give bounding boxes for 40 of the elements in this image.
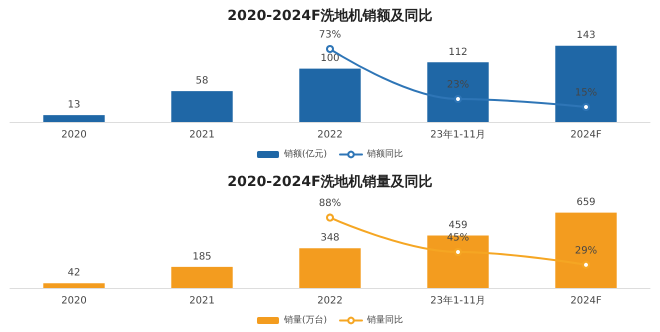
data-label: 42 — [68, 268, 80, 279]
bar — [299, 248, 361, 288]
x-tick-label: 23年1-11月 — [430, 294, 486, 306]
data-label: 13 — [68, 100, 80, 111]
data-label: 58 — [196, 76, 208, 87]
legend-label: 销额(亿元) — [282, 148, 328, 160]
bar — [171, 91, 233, 122]
x-tick-label: 23年1-11月 — [430, 128, 486, 140]
bar — [299, 68, 361, 122]
data-label: 88% — [318, 198, 342, 210]
x-tick-label: 2022 — [317, 296, 343, 306]
x-tick-label: 2020 — [61, 296, 87, 306]
data-label: 45% — [446, 232, 470, 244]
data-label: 112 — [448, 46, 468, 58]
x-tick-label: 2024F — [570, 296, 602, 306]
chart-title: 2020-2024F洗地机销额及同比 — [227, 7, 433, 24]
data-label: 143 — [576, 30, 596, 42]
legend-label: 销量同比 — [366, 314, 404, 326]
x-tick-label: 2021 — [189, 130, 215, 140]
data-label: 100 — [320, 53, 340, 64]
data-label: 348 — [320, 232, 340, 244]
x-tick-label: 2020 — [61, 130, 87, 140]
chart-title: 2020-2024F洗地机销量及同比 — [227, 174, 433, 190]
data-label: 23% — [446, 80, 470, 90]
data-label: 73% — [318, 30, 342, 40]
data-label: 659 — [576, 197, 596, 208]
x-tick-label: 2021 — [189, 296, 215, 306]
bar — [427, 62, 489, 122]
legend-label: 销额同比 — [366, 148, 404, 160]
legend-label: 销量(万台) — [282, 314, 328, 326]
data-label: 185 — [192, 251, 212, 262]
bar — [555, 46, 617, 122]
data-label: 459 — [448, 220, 468, 232]
bar — [43, 283, 105, 288]
data-label: 29% — [574, 245, 598, 256]
x-tick-label: 2024F — [570, 130, 602, 140]
x-tick-label: 2022 — [317, 130, 343, 140]
bar — [171, 266, 233, 288]
bar — [43, 115, 105, 122]
data-label: 15% — [574, 88, 598, 98]
